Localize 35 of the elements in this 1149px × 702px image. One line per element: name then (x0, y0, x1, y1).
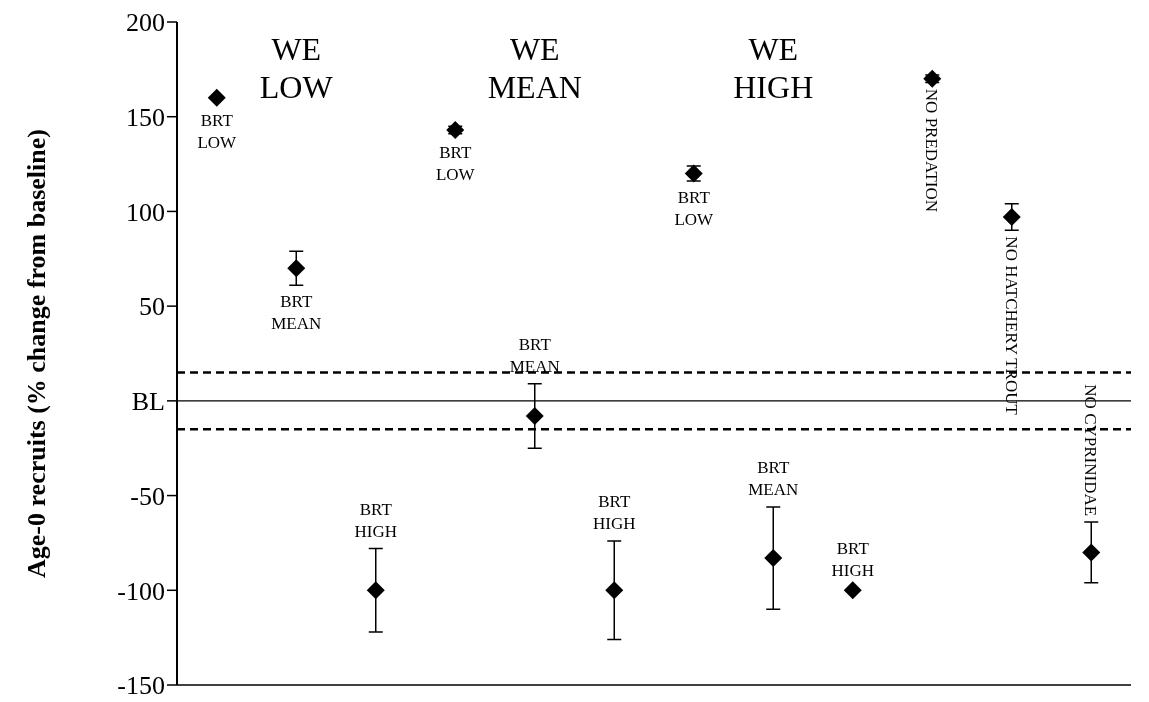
point (843, 581, 862, 600)
point (207, 88, 226, 107)
point (1002, 208, 1021, 227)
data-label: NO PREDATION (922, 88, 942, 213)
y-tick-label: -50 (130, 481, 165, 511)
point (287, 259, 306, 278)
data-label: BRT HIGH (593, 492, 636, 534)
point (366, 581, 385, 600)
y-tick-label: -100 (117, 576, 165, 606)
y-tick-label: 150 (126, 102, 165, 132)
data-label: BRT MEAN (271, 292, 322, 334)
annotation: WE HIGH (732, 30, 815, 106)
data-label: BRT LOW (197, 110, 238, 152)
data-label: BRT HIGH (354, 499, 397, 541)
point (1082, 543, 1101, 562)
y-axis-title: Age-0 recruits (% change from baseline) (22, 129, 52, 578)
data-label: NO CYPRINIDAE (1081, 384, 1101, 517)
data-label: BRT MEAN (509, 334, 560, 376)
annotation: WE MEAN (486, 30, 583, 106)
data-label: BRT LOW (674, 188, 715, 230)
y-tick-label: 100 (126, 197, 165, 227)
annotation: WE LOW (258, 30, 334, 106)
point (923, 69, 942, 88)
y-tick-label: 50 (139, 292, 165, 322)
data-label: BRT MEAN (748, 457, 799, 499)
y-tick-label: BL (131, 387, 165, 417)
y-tick-label: 200 (126, 8, 165, 38)
point (525, 407, 544, 426)
point (764, 549, 783, 568)
data-label: BRT HIGH (831, 539, 874, 581)
point (446, 120, 465, 139)
data-label: BRT LOW (435, 142, 476, 184)
point (605, 581, 624, 600)
y-tick-label: -150 (117, 671, 165, 701)
data-label: NO HATCHERY TROUT (1001, 236, 1021, 416)
